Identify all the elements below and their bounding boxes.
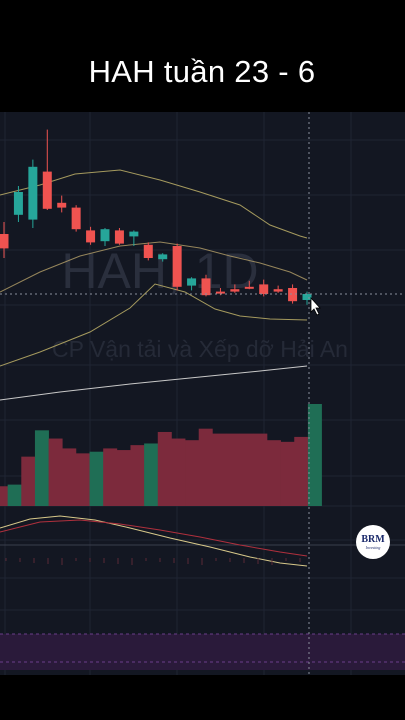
rsi-pane — [0, 633, 405, 670]
bollinger-lower — [0, 283, 308, 367]
watermark-company: CP Vận tải và Xếp dỡ Hải An — [52, 336, 348, 362]
volume-bar — [7, 484, 22, 506]
candle-body — [230, 289, 240, 292]
candle-body — [143, 244, 153, 258]
volume-bar — [171, 438, 186, 506]
volume-bar — [280, 441, 295, 506]
candle-body — [273, 289, 283, 292]
volume-bars — [0, 404, 322, 506]
candle-body — [158, 254, 168, 260]
title-text: HAH tuần 23 - 6 — [88, 54, 316, 89]
volume-bar — [34, 430, 49, 506]
volume-bar — [294, 436, 309, 506]
volume-bar — [89, 451, 104, 506]
volume-bar — [198, 428, 213, 506]
candles — [0, 129, 312, 305]
watermark-ticker: HAH, 1D — [61, 243, 258, 299]
bollinger-upper — [0, 169, 308, 239]
candle-body — [28, 166, 38, 220]
volume-bar — [307, 404, 322, 506]
rsi-band — [0, 634, 405, 670]
chart-grid — [0, 112, 405, 675]
volume-bar — [75, 453, 90, 506]
candle-body — [172, 246, 182, 287]
chart-background — [0, 112, 405, 675]
candle-body — [86, 230, 96, 243]
crosshair — [0, 112, 405, 675]
volume-bar — [48, 438, 63, 506]
candle-body — [201, 278, 211, 296]
volume-bar — [103, 448, 118, 506]
candle-body — [259, 284, 269, 294]
volume-bar — [144, 443, 159, 506]
candle-body — [0, 234, 9, 249]
candle-body — [42, 171, 52, 209]
logo-text: BRM — [361, 533, 385, 545]
volume-bar — [226, 433, 241, 506]
candle-body — [71, 207, 81, 230]
candle-body — [244, 286, 254, 289]
candle-body — [215, 291, 225, 294]
macd-signal-line — [0, 519, 308, 557]
volume-bar — [130, 445, 145, 506]
bollinger-bands — [0, 169, 308, 367]
volume-bar — [21, 456, 36, 506]
macd-pane — [0, 515, 405, 567]
volume-bar — [62, 448, 77, 506]
volume-bar — [253, 433, 268, 506]
bollinger-middle — [0, 241, 308, 293]
volume-bar — [212, 433, 227, 506]
brm-logo: BRM Investing — [356, 525, 390, 559]
candle-body — [129, 231, 139, 237]
candle-body — [288, 288, 298, 302]
candle-body — [100, 229, 110, 242]
long-moving-average — [0, 365, 308, 401]
volume-bar — [266, 440, 281, 506]
volume-bar — [185, 440, 200, 506]
volume-bar — [239, 433, 254, 506]
volume-bar — [157, 431, 172, 506]
candle-body — [302, 294, 312, 300]
candle-body — [114, 230, 124, 244]
candle-body — [57, 202, 67, 208]
ma-long-line — [0, 365, 308, 401]
candle-body — [187, 278, 197, 286]
logo-subtext: Investing — [365, 544, 381, 550]
candle-body — [13, 192, 23, 215]
mouse-pointer-icon — [310, 296, 321, 316]
macd-line — [0, 515, 308, 567]
title-banner: HAH tuần 23 - 6 — [55, 44, 349, 100]
volume-bar — [116, 450, 131, 506]
